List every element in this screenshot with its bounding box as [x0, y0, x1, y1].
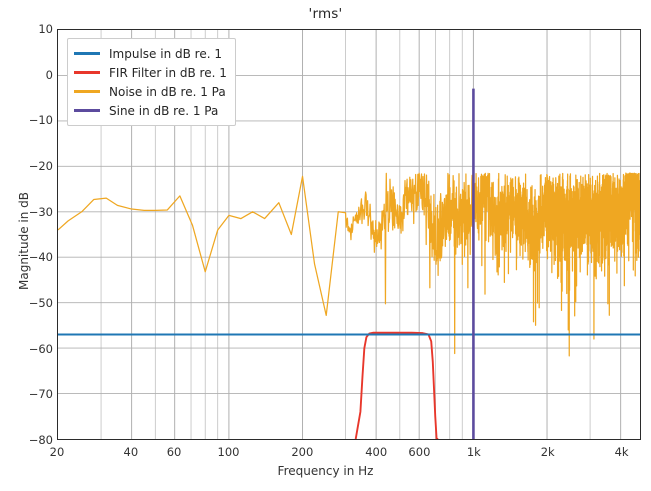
legend-entry[interactable]: Sine in dB re. 1 Pa: [74, 101, 227, 120]
y-tick-label: −40: [28, 250, 53, 265]
x-axis-label: Frequency in Hz: [277, 464, 374, 478]
y-tick-label: −80: [28, 433, 53, 447]
chart-legend: Impulse in dB re. 1 FIR Filter in dB re. …: [67, 38, 236, 126]
y-tick-label: −30: [28, 204, 53, 219]
legend-entry[interactable]: Noise in dB re. 1 Pa: [74, 82, 227, 101]
legend-color-swatch: [74, 52, 100, 55]
legend-color-swatch: [74, 109, 100, 112]
x-tick-label: 600: [408, 445, 431, 459]
legend-label: FIR Filter in dB re. 1: [109, 65, 227, 80]
legend-color-swatch: [74, 71, 100, 74]
x-tick-label: 1k: [466, 445, 481, 459]
legend-label: Sine in dB re. 1 Pa: [109, 103, 219, 118]
legend-entry[interactable]: Impulse in dB re. 1: [74, 44, 227, 63]
legend-label: Noise in dB re. 1 Pa: [109, 84, 226, 99]
x-tick-label: 200: [291, 445, 314, 459]
y-tick-label: −10: [28, 113, 53, 128]
y-tick-label: −50: [28, 296, 53, 310]
y-tick-label: 0: [45, 67, 53, 82]
x-tick-label: 20: [49, 445, 65, 459]
data-series-layer: [58, 88, 640, 439]
chart-title: 'rms': [308, 6, 343, 22]
y-tick-label: −60: [28, 341, 53, 356]
y-tick-label: −70: [28, 387, 53, 402]
legend-label: Impulse in dB re. 1: [109, 46, 222, 61]
y-tick-label: −20: [28, 159, 53, 173]
x-tick-label: 40: [123, 445, 139, 459]
x-tick-label: 400: [365, 445, 388, 459]
x-tick-label: 4k: [614, 445, 629, 459]
legend-color-swatch: [74, 90, 100, 93]
x-tick-label: 60: [166, 445, 182, 459]
y-axis-label: Magnitude in dB: [17, 192, 31, 290]
legend-entry[interactable]: FIR Filter in dB re. 1: [74, 63, 227, 82]
x-tick-label: 2k: [540, 445, 555, 459]
y-tick-label: 10: [38, 22, 53, 36]
x-tick-label: 100: [217, 445, 240, 459]
